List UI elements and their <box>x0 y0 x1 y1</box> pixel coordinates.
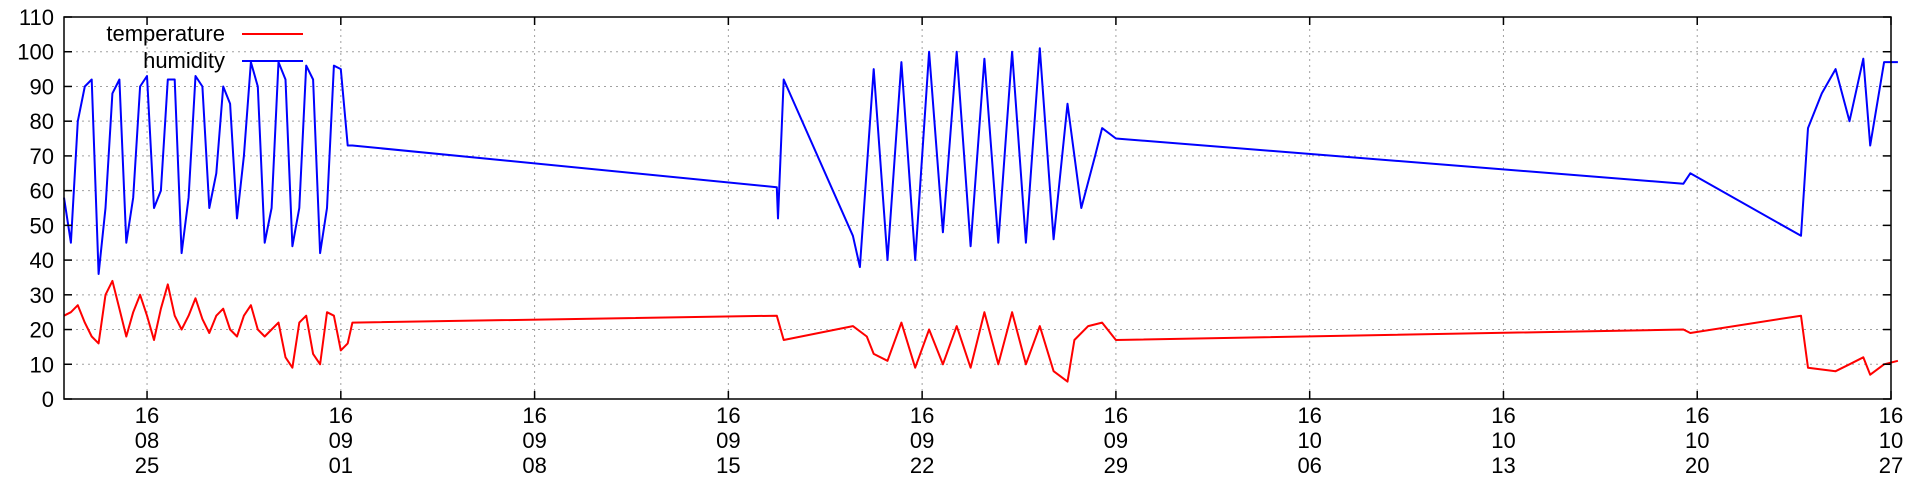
y-tick-label: 110 <box>19 5 54 30</box>
y-tick-label: 0 <box>42 387 54 412</box>
legend-label-temperature: temperature <box>106 21 225 46</box>
x-tick-label: 20 <box>1685 453 1709 478</box>
y-tick-label: 80 <box>30 109 54 134</box>
y-tick-label: 70 <box>30 144 54 169</box>
x-tick-label: 13 <box>1491 453 1515 478</box>
y-tick-label: 60 <box>30 179 54 204</box>
x-tick-label: 29 <box>1104 453 1128 478</box>
y-tick-label: 50 <box>30 213 54 238</box>
x-tick-label: 08 <box>135 428 159 453</box>
x-tick-label: 10 <box>1297 428 1321 453</box>
tick-layer <box>64 16 1892 400</box>
x-tick-label: 16 <box>329 403 353 428</box>
x-tick-label: 27 <box>1879 453 1903 478</box>
x-tick-labels: 1608251609011609081609151609221609291610… <box>135 403 1903 478</box>
x-tick-label: 15 <box>716 453 740 478</box>
x-tick-label: 16 <box>1491 403 1515 428</box>
x-tick-label: 16 <box>910 403 934 428</box>
y-tick-label: 40 <box>30 248 54 273</box>
x-tick-label: 08 <box>522 453 546 478</box>
series-line-humidity <box>63 47 1898 275</box>
y-tick-label: 20 <box>30 318 54 343</box>
x-tick-label: 16 <box>1104 403 1128 428</box>
x-tick-label: 10 <box>1685 428 1709 453</box>
x-tick-label: 09 <box>522 428 546 453</box>
y-tick-label: 100 <box>17 40 54 65</box>
x-tick-label: 16 <box>716 403 740 428</box>
x-tick-label: 10 <box>1879 428 1903 453</box>
legend-label-humidity: humidity <box>143 48 225 73</box>
x-tick-label: 09 <box>329 428 353 453</box>
x-tick-label: 09 <box>716 428 740 453</box>
x-tick-label: 16 <box>1685 403 1709 428</box>
y-tick-labels: 0 10 20 30 40 50 60 70 80 90 100 110 <box>17 5 54 412</box>
plot-frame <box>63 16 1892 400</box>
x-tick-label: 25 <box>135 453 159 478</box>
y-tick-label: 10 <box>30 352 54 377</box>
x-tick-label: 22 <box>910 453 934 478</box>
series-layer <box>63 47 1899 383</box>
x-tick-label: 10 <box>1491 428 1515 453</box>
x-tick-label: 09 <box>1104 428 1128 453</box>
x-tick-label: 01 <box>329 453 353 478</box>
x-tick-label: 16 <box>1879 403 1903 428</box>
x-tick-label: 16 <box>1297 403 1321 428</box>
y-tick-label: 30 <box>30 283 54 308</box>
series-line-temperature <box>63 279 1899 383</box>
x-tick-label: 16 <box>522 403 546 428</box>
y-tick-label: 90 <box>30 74 54 99</box>
x-tick-label: 06 <box>1297 453 1321 478</box>
x-tick-label: 16 <box>135 403 159 428</box>
x-tick-label: 09 <box>910 428 934 453</box>
